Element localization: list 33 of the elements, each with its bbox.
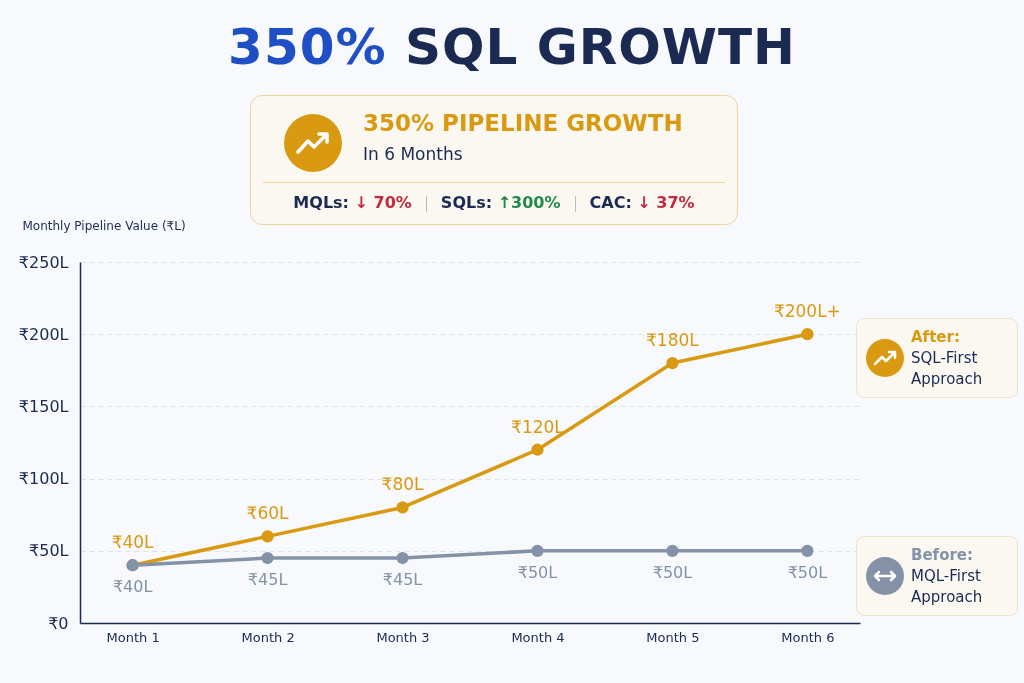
data-label: ₹50L: [517, 562, 558, 582]
y-axis-title: Monthly Pipeline Value (₹L): [22, 218, 186, 233]
y-tick-label: ₹50L: [29, 541, 69, 561]
data-label: ₹45L: [247, 570, 288, 590]
text: 350% PIPELINE GROWTH: [363, 110, 683, 136]
text: In 6 Months: [363, 144, 463, 164]
data-label: ₹50L: [787, 562, 828, 582]
chart-title: 350% SQL GROWTH: [227, 18, 797, 76]
data-label: ₹40L: [111, 532, 155, 553]
data-label: ₹80L: [381, 474, 425, 495]
y-tick-label: ₹250L: [18, 252, 69, 272]
y-tick-label: ₹100L: [18, 469, 69, 489]
label-card: Before: MQL-First Approach: [856, 535, 1018, 616]
text: MQLs: ↓ 70%: [293, 193, 412, 212]
data-label: ₹60L: [246, 503, 290, 524]
x-tick-label: Month 1: [106, 629, 160, 645]
data-label: ₹120L: [511, 416, 565, 437]
x-tick-label: Month 4: [511, 629, 565, 645]
y-tick-label: ₹200L: [18, 324, 69, 344]
x-tick-label: Month 6: [781, 629, 835, 645]
y-tick-label: ₹0: [48, 613, 69, 633]
y-tick-label: ₹150L: [18, 396, 69, 416]
label-card: After: SQL-First Approach: [856, 318, 1018, 399]
data-label: ₹40L: [112, 577, 153, 597]
text: CAC: ↓ 37%: [589, 193, 695, 212]
data-label: ₹200L+: [773, 301, 841, 322]
x-tick-label: Month 5: [646, 629, 700, 645]
x-tick-label: Month 2: [241, 629, 295, 645]
x-tick-label: Month 3: [376, 629, 430, 645]
text: SQLs: ↑300%: [440, 193, 561, 212]
data-label: ₹45L: [382, 570, 423, 590]
data-label: ₹180L: [646, 330, 700, 351]
data-label: ₹50L: [652, 562, 693, 582]
